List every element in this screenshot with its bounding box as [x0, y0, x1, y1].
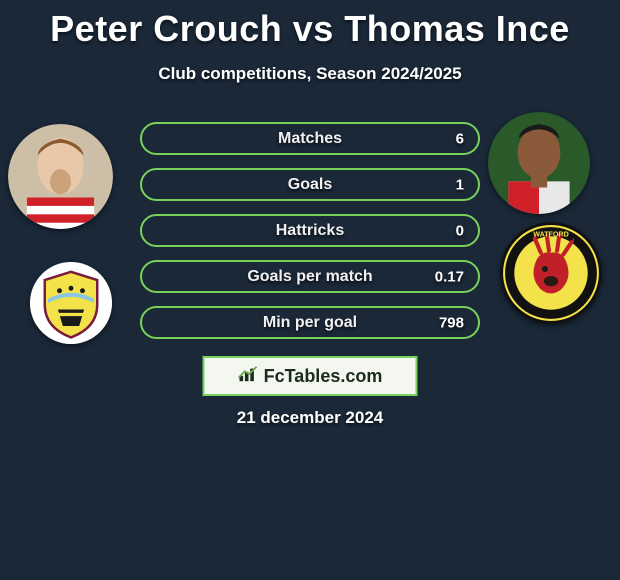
stat-label: Goals: [288, 176, 332, 194]
brand-label: FcTables.com: [264, 366, 383, 387]
stat-p2-value: 0.17: [435, 268, 464, 285]
stat-label: Matches: [278, 130, 342, 148]
stat-p2-value: 798: [439, 314, 464, 331]
chart-icon: [238, 365, 260, 388]
stats-panel: Matches 6 Goals 1 Hattricks 0 Goals per …: [140, 122, 480, 352]
player1-photo: [8, 124, 113, 229]
player1-club-badge: [30, 262, 112, 344]
stat-p2-value: 1: [456, 176, 464, 193]
stat-row-goals: Goals 1: [140, 168, 480, 201]
date-label: 21 december 2024: [0, 408, 620, 428]
player2-photo: [488, 112, 590, 214]
stat-p2-value: 0: [456, 222, 464, 239]
stat-row-hattricks: Hattricks 0: [140, 214, 480, 247]
stat-label: Goals per match: [247, 268, 372, 286]
page-title: Peter Crouch vs Thomas Ince: [0, 0, 620, 50]
stat-row-min-per-goal: Min per goal 798: [140, 306, 480, 339]
stat-row-matches: Matches 6: [140, 122, 480, 155]
player2-club-badge: WATFORD: [500, 222, 602, 324]
subtitle: Club competitions, Season 2024/2025: [0, 64, 620, 84]
stat-row-goals-per-match: Goals per match 0.17: [140, 260, 480, 293]
brand-link[interactable]: FcTables.com: [203, 356, 418, 396]
svg-text:WATFORD: WATFORD: [533, 230, 568, 238]
stat-label: Min per goal: [263, 314, 357, 332]
stat-p2-value: 6: [456, 130, 464, 147]
stat-label: Hattricks: [276, 222, 344, 240]
